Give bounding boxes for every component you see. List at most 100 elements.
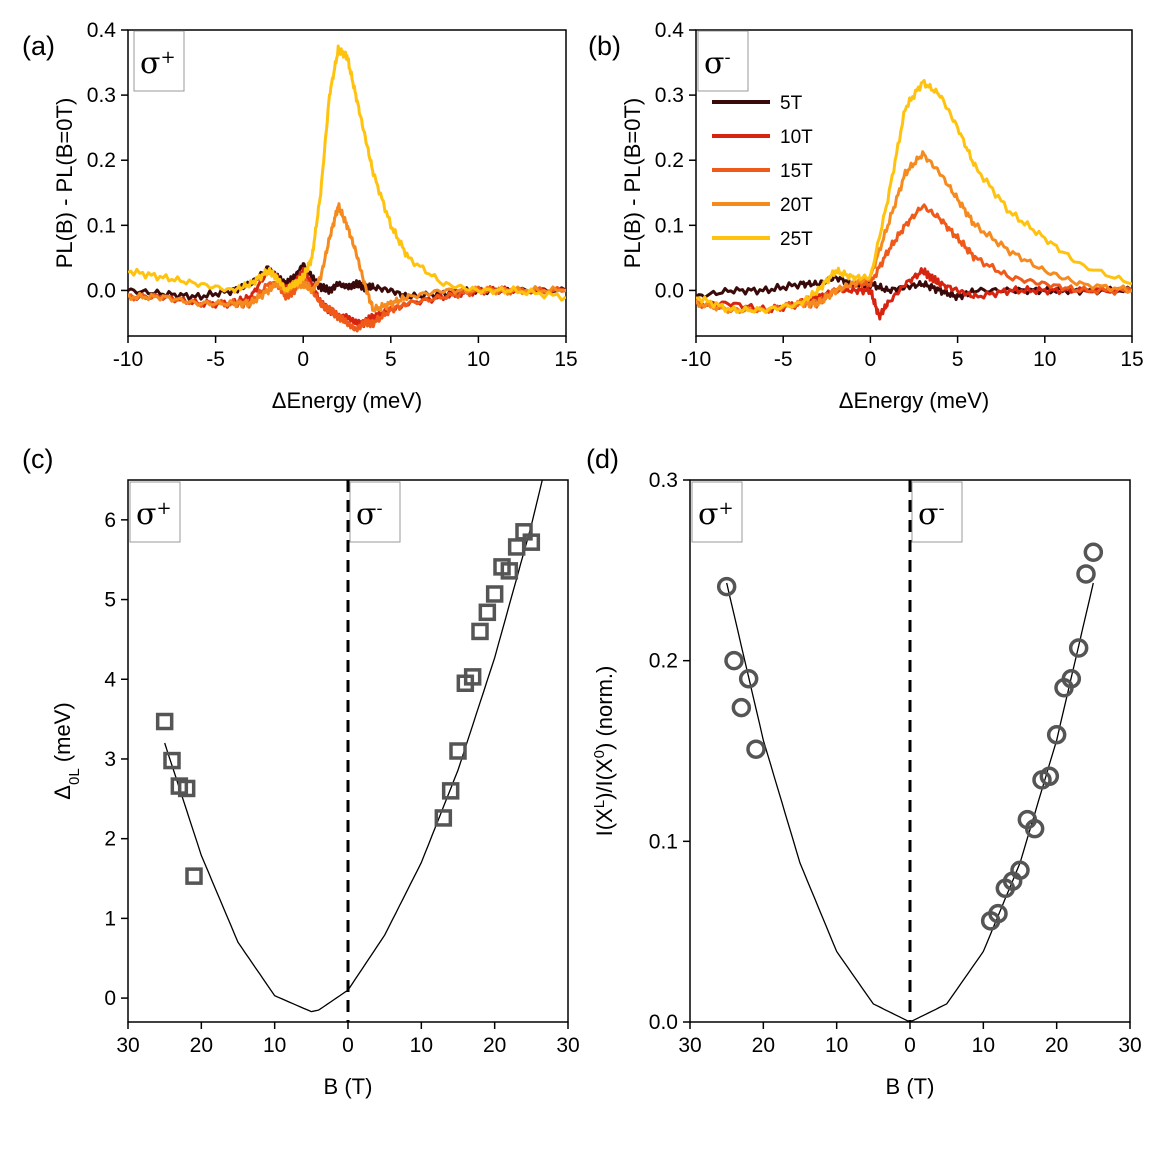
panel-label: (d) (586, 444, 619, 474)
data-point (716, 576, 737, 597)
x-tick-label: 5 (385, 348, 397, 371)
polarization-tag: σ- (697, 30, 749, 92)
x-tick-label: 20 (483, 1034, 506, 1057)
legend-label: 15T (780, 161, 813, 182)
x-tick-label: 0 (904, 1034, 916, 1057)
data-point (449, 742, 467, 760)
data-point (177, 779, 196, 798)
chart-panel-b: (b) -10 -5 0 5 10 15 0.0 0.1 0.2 0.3 0.4 ΔEnergy (me… (588, 19, 1144, 413)
y-axis-label: PL(B) - PL(B=0T) (52, 98, 77, 269)
polarization-box (911, 481, 963, 543)
y-tick-label: 0.3 (655, 84, 684, 107)
data-point (1039, 766, 1060, 787)
y-tick-label: 4 (104, 668, 116, 691)
polarization-tag-left: σ+ (691, 481, 743, 543)
y-tick-label: 5 (104, 589, 116, 612)
polarization-label: σ- (356, 497, 383, 532)
polarization-tag-left: σ+ (129, 481, 181, 543)
x-tick-label: -5 (774, 348, 793, 371)
y-tick-label: 0 (104, 987, 116, 1010)
y-axis-label: I(XL)/I(X0) (norm.) (591, 666, 618, 837)
data-point (507, 538, 526, 556)
x-tick-label: 30 (556, 1034, 579, 1057)
y-axis-label: PL(B) - PL(B=0T) (620, 98, 645, 269)
series-line-0 (128, 262, 566, 302)
x-tick-label: 5 (952, 348, 964, 371)
y-tick-label: 0.0 (655, 279, 684, 302)
x-tick-label: 30 (116, 1034, 139, 1057)
data-point (185, 867, 203, 885)
panel-label: (a) (22, 31, 55, 61)
series-line-20T (696, 150, 1132, 315)
polarization-box (133, 30, 185, 92)
data-point (163, 751, 181, 770)
y-tick-label: 0.3 (649, 469, 678, 492)
legend-label: 10T (780, 127, 813, 148)
data-point (731, 697, 752, 718)
data-point (471, 622, 489, 641)
data-point (478, 603, 497, 622)
x-axis-label: ΔEnergy (meV) (839, 388, 989, 413)
data-point (485, 585, 504, 603)
polarization-box (349, 481, 401, 543)
y-tick-label: 0.3 (87, 84, 116, 107)
y-tick-label: 0.4 (655, 19, 685, 42)
legend-label: 5T (780, 93, 803, 114)
fit-curve (164, 480, 543, 1013)
data-point (1010, 860, 1030, 880)
legend: 5T 10T 15T 20T 25T (712, 93, 813, 250)
data-point (988, 903, 1008, 924)
polarization-label: σ- (918, 497, 945, 532)
y-tick-label: 0.4 (87, 19, 117, 42)
polarization-box (691, 481, 743, 543)
x-tick-label: 10 (263, 1034, 286, 1057)
x-tick-label: 30 (678, 1034, 701, 1057)
data-point (441, 782, 460, 800)
x-tick-label: -10 (681, 348, 711, 371)
polarization-tag: σ+ (133, 30, 185, 92)
y-tick-label: 2 (104, 828, 116, 851)
series-line-5T (696, 274, 1132, 302)
panel-label: (b) (588, 31, 621, 61)
chart-panel-d: (d)30 20 10 0 10 20 300.00.10.20.3B (T)I(XL)/I… (586, 444, 1142, 1099)
x-tick-label: 10 (972, 1034, 995, 1057)
polarization-tag-right: σ- (349, 481, 401, 543)
y-tick-label: 6 (104, 509, 116, 532)
x-tick-label: 10 (410, 1034, 433, 1057)
chart-panel-a: (a) -10 -5 0 5 10 15 0.0 0.1 0.2 0.3 0.4 ΔEnergy (me… (22, 19, 578, 413)
y-tick-label: 0.2 (649, 650, 678, 673)
data-point (500, 562, 519, 580)
x-tick-label: 0 (865, 348, 877, 371)
chart-panel-c: (c) 30 20 10 0 10 20 30 0 1 2 3 4 5 6 B (T) Δ0L (meV) σ+ σ… (22, 444, 580, 1099)
data-point (724, 650, 744, 671)
polarization-box (697, 30, 749, 92)
panel-label: (c) (22, 444, 53, 474)
data-point (1046, 724, 1067, 745)
data-point (1076, 564, 1096, 584)
legend-label: 25T (780, 229, 813, 250)
y-tick-label: 0.0 (649, 1011, 678, 1034)
polarization-label: σ- (704, 46, 731, 81)
x-tick-label: -10 (113, 348, 143, 371)
data-point (1068, 638, 1089, 658)
x-tick-label: 10 (825, 1034, 848, 1057)
y-tick-label: 0.2 (655, 149, 684, 172)
y-tick-label: 1 (104, 907, 116, 930)
series-line-15T (696, 203, 1132, 314)
x-tick-label: 0 (297, 348, 309, 371)
y-tick-label: 0.1 (87, 214, 116, 237)
data-layer (164, 480, 543, 1013)
x-axis-label: ΔEnergy (meV) (272, 388, 422, 413)
x-tick-label: 20 (190, 1034, 213, 1057)
y-tick-label: 0.1 (655, 214, 684, 237)
x-tick-label: 10 (467, 348, 490, 371)
x-tick-label: -5 (206, 348, 225, 371)
x-axis-label: B (T) (324, 1074, 373, 1099)
y-tick-label: 0.2 (87, 149, 116, 172)
plot-frame (127, 29, 567, 337)
data-point (463, 668, 482, 686)
polarization-label: σ+ (698, 497, 734, 532)
data-point (155, 712, 174, 731)
legend-label: 20T (780, 195, 813, 216)
